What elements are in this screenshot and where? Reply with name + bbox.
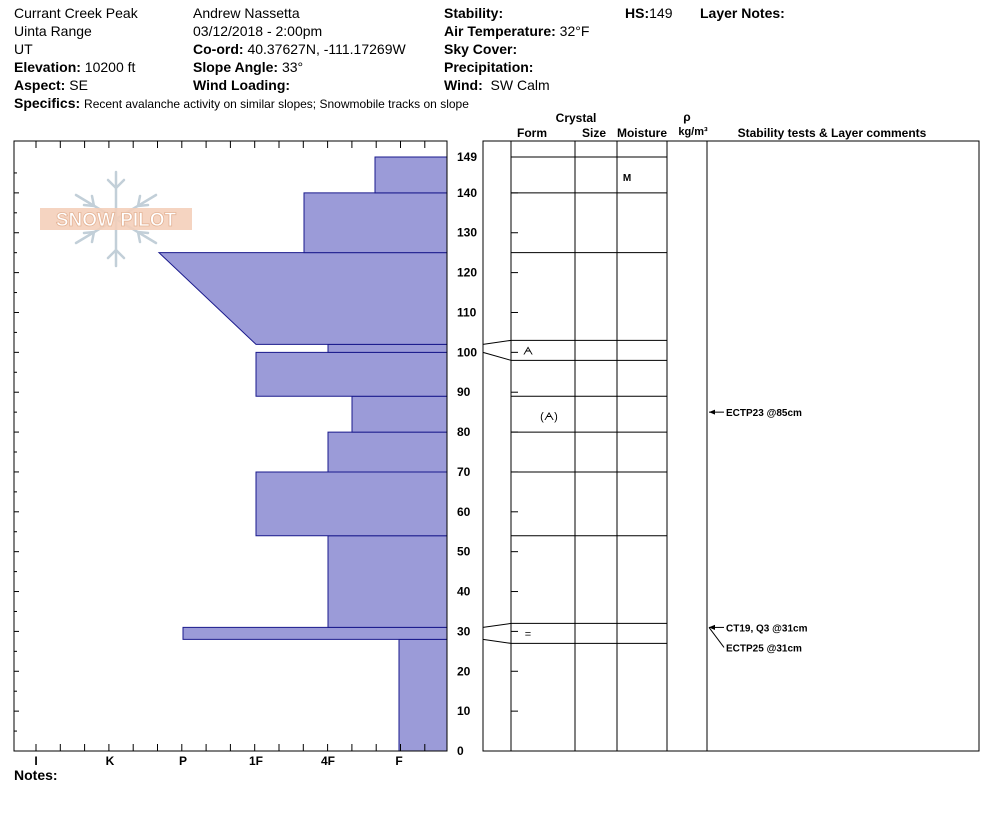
snow-pilot-logo: SNOW PILOT	[40, 170, 192, 268]
specifics: Specifics: Recent avalanche activity on …	[14, 95, 469, 111]
notes: Notes:	[14, 767, 58, 783]
height-label-100: 100	[457, 345, 477, 359]
stability-test-arrow-2	[708, 627, 725, 648]
state: UT	[14, 41, 33, 57]
hardness-label-k: K	[106, 754, 115, 768]
layer-grid	[482, 140, 980, 752]
wind: Wind: SW Calm	[444, 77, 550, 93]
layer-connector	[482, 351, 512, 361]
precipitation: Precipitation:	[444, 59, 534, 75]
layer-connector	[482, 339, 512, 345]
hardness-label-f: F	[395, 754, 402, 768]
height-label-149: 149	[457, 150, 477, 164]
size-header: Size	[582, 126, 606, 140]
height-label-80: 80	[457, 425, 471, 439]
height-label-130: 130	[457, 226, 477, 240]
grain-form-0: ᗅ	[523, 345, 533, 357]
stability-test-arrowhead-0	[709, 409, 715, 415]
moisture-0: M	[623, 173, 631, 184]
hardness-bar-6	[255, 351, 448, 397]
hardness-label-1f: 1F	[249, 754, 263, 768]
grain-form-2: =	[525, 628, 531, 640]
height-label-0: 0	[457, 744, 464, 758]
layer-connector	[482, 622, 512, 628]
rho-header: ρ	[683, 110, 690, 124]
stability-test-2: ECTP25 @31cm	[726, 643, 802, 654]
range: Uinta Range	[14, 23, 92, 39]
observer: Andrew Nassetta	[193, 5, 300, 21]
datetime: 03/12/2018 - 2:00pm	[193, 23, 323, 39]
layer-annotations: ᗅ (ᗅ) = M ECTP23 @85cm CT19, Q3 @31cm ECTP25 @…	[523, 173, 808, 654]
hardness-bar-2	[327, 535, 448, 628]
crystal-header: Crystal	[556, 111, 597, 125]
height-label-10: 10	[457, 704, 471, 718]
hardness-bar-4	[327, 431, 448, 473]
height-label-70: 70	[457, 465, 471, 479]
hardness-axes: I K P 1F 4F F 0 10 20 30 40 50 60 70 80 90 100 110 120 130 1…	[13, 140, 477, 768]
air-temperature: Air Temperature: 32°F	[444, 23, 590, 39]
location: Currant Creek Peak	[14, 5, 138, 21]
hardness-label-p: P	[179, 754, 187, 768]
layer-connector	[482, 638, 512, 644]
height-label-30: 30	[457, 624, 471, 638]
height-label-40: 40	[457, 585, 471, 599]
hardness-bar-3	[255, 471, 448, 537]
stability-test-1: CT19, Q3 @31cm	[726, 623, 808, 634]
stability-comments-header: Stability tests & Layer comments	[738, 126, 927, 140]
stability-test-0: ECTP23 @85cm	[726, 408, 802, 419]
slope-angle: Slope Angle: 33°	[193, 59, 304, 75]
aspect: Aspect: SE	[14, 77, 88, 93]
stability: Stability:	[444, 5, 504, 21]
height-label-110: 110	[457, 305, 477, 319]
height-label-50: 50	[457, 545, 471, 559]
density-unit-header: kg/m³	[678, 126, 708, 138]
sky-cover: Sky Cover:	[444, 41, 518, 57]
layer-grid-frame	[482, 140, 980, 752]
hardness-bar-10	[374, 156, 448, 194]
height-label-140: 140	[457, 186, 477, 200]
elevation: Elevation: 10200 ft	[14, 59, 136, 75]
hardness-bar-9	[303, 192, 448, 254]
hs: HS:149	[625, 5, 673, 21]
stability-test-arrowhead-2	[709, 624, 715, 630]
form-header: Form	[517, 126, 547, 140]
logo-text: SNOW PILOT	[56, 210, 177, 231]
hardness-label-i: I	[34, 754, 37, 768]
hardness-label-4f: 4F	[321, 754, 335, 768]
hardness-bar-5	[351, 395, 448, 433]
height-label-20: 20	[457, 664, 471, 678]
moisture-header: Moisture	[617, 126, 667, 140]
hardness-bar-0	[398, 638, 448, 752]
height-label-60: 60	[457, 505, 471, 519]
wind-loading: Wind Loading:	[193, 77, 291, 93]
height-label-90: 90	[457, 385, 471, 399]
coordinates: Co-ord: 40.37627N, -111.17269W	[193, 41, 406, 57]
hardness-bars	[157, 156, 448, 752]
hardness-bar-7	[327, 343, 448, 353]
grain-form-1: (ᗅ)	[540, 411, 558, 423]
layer-notes: Layer Notes:	[700, 5, 785, 21]
hardness-bar-1	[182, 626, 448, 640]
height-label-120: 120	[457, 266, 477, 280]
hardness-bar-8	[157, 252, 448, 345]
